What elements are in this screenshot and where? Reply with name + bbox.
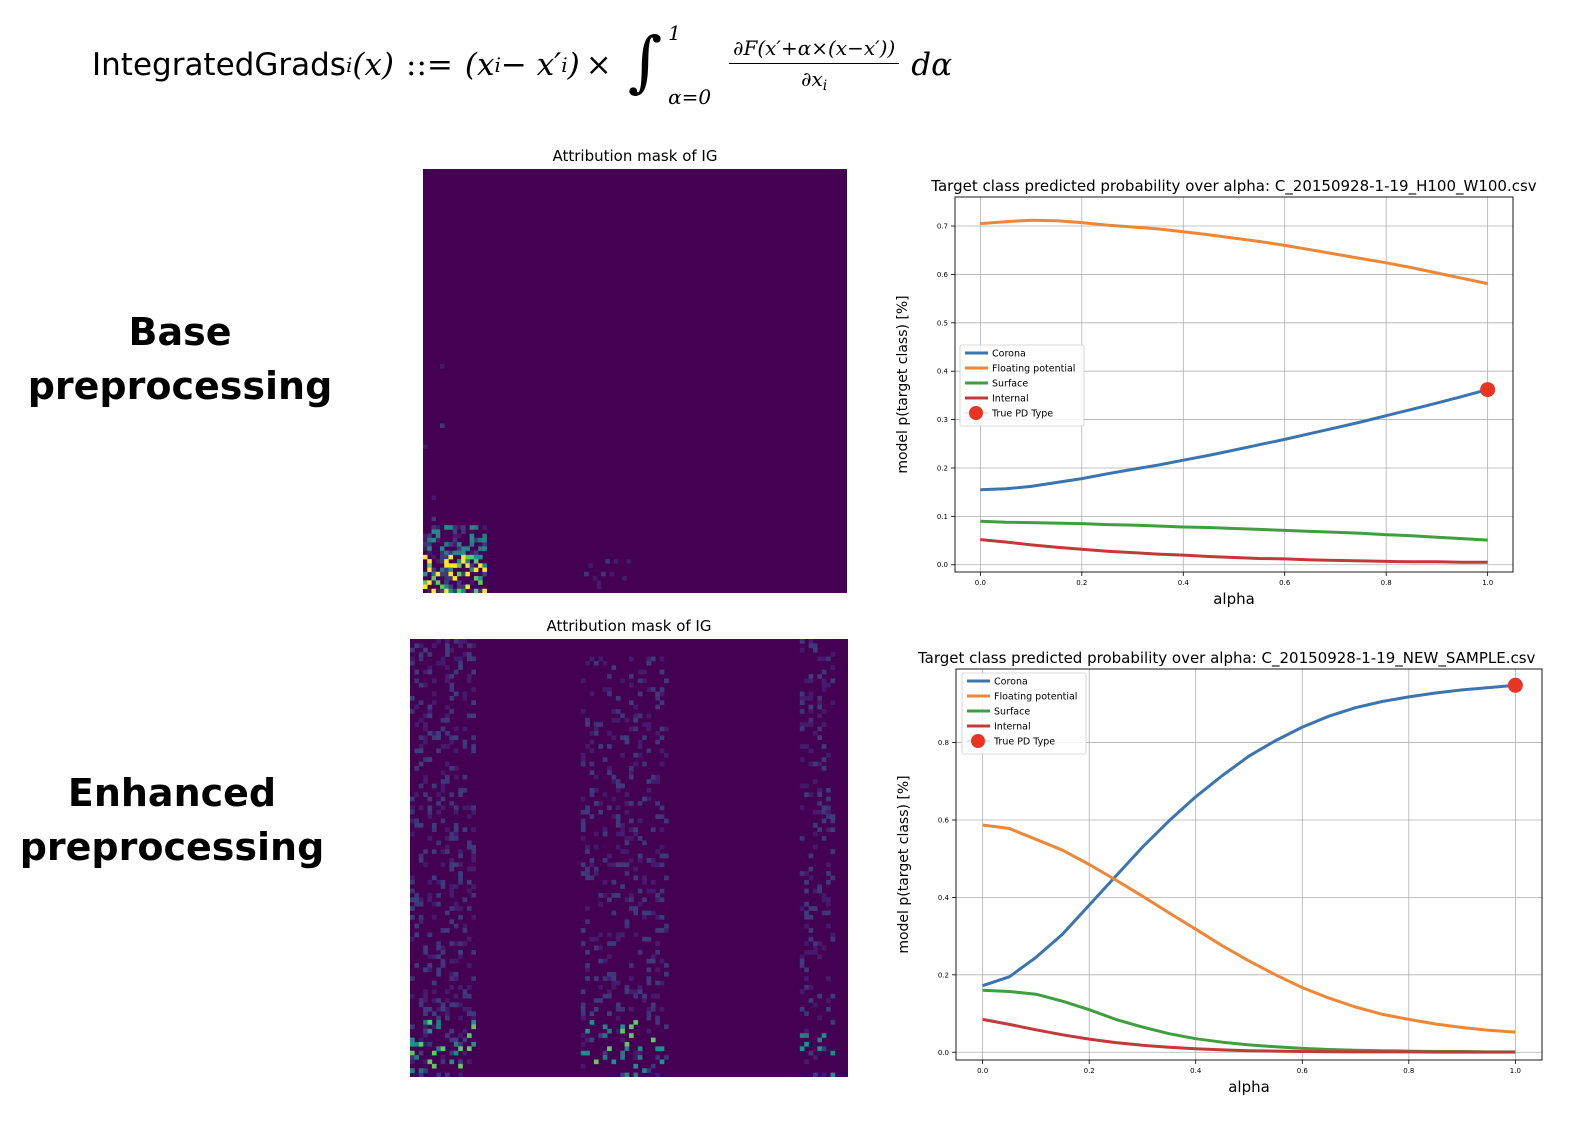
chart1-true-pd-marker bbox=[1507, 677, 1523, 693]
chart0-xtick-4: 0.8 bbox=[1381, 579, 1392, 587]
chart1-xtick-1: 0.2 bbox=[1084, 1067, 1095, 1075]
heatmap-base-cells bbox=[423, 364, 632, 593]
chart1-legend-marker-icon bbox=[971, 734, 985, 748]
chart0-legend-label-1: Floating potential bbox=[992, 364, 1075, 375]
chart0-legend-label-marker: True PD Type bbox=[991, 409, 1053, 420]
formula-lhs-sub: i bbox=[345, 53, 353, 77]
formula-upper-limit: 1 bbox=[668, 21, 681, 45]
row-label-enhanced-line2: preprocessing bbox=[19, 825, 325, 869]
heatmap-enhanced-title: Attribution mask of IG bbox=[546, 617, 712, 635]
chart0-ytick-5: 0.5 bbox=[937, 319, 948, 327]
formula-denominator-sub: i bbox=[822, 78, 828, 94]
chart0-ytick-7: 0.7 bbox=[937, 223, 948, 231]
chart0-legend: Corona Floating potential Surface Internal T… bbox=[959, 344, 1085, 427]
chart0-xtick-3: 0.6 bbox=[1279, 579, 1291, 587]
chart1-legend-label-marker: True PD Type bbox=[993, 737, 1055, 748]
chart1-xtick-3: 0.6 bbox=[1297, 1067, 1309, 1075]
formula-lhs-arg: (x) bbox=[352, 47, 395, 83]
formula-minus-sub: i bbox=[561, 53, 568, 77]
chart0-xtick-2: 0.4 bbox=[1178, 579, 1190, 587]
row-label-base-line1: Base bbox=[128, 310, 232, 354]
chart0-series-surface bbox=[980, 519, 1488, 542]
chart0-xtick-5: 1.0 bbox=[1482, 579, 1493, 587]
formula-minus: − x′ bbox=[500, 47, 562, 83]
chart1-xtick-2: 0.4 bbox=[1190, 1067, 1202, 1075]
row-label-enhanced-line1: Enhanced bbox=[67, 771, 277, 815]
heatmap-enhanced bbox=[410, 639, 848, 1077]
chart1-series-floating-potential bbox=[982, 823, 1516, 1034]
chart0-ytick-0: 0.0 bbox=[937, 561, 948, 569]
chart0-xlabel: alpha bbox=[1213, 590, 1255, 608]
formula-dalpha: dα bbox=[911, 47, 953, 83]
chart1-ytick-0: 0.0 bbox=[938, 1049, 949, 1057]
integrated-gradients-formula: IntegratedGrads i (x) ::= (x i − x′ i) × ∫ 1… bbox=[92, 20, 952, 110]
formula-lower-limit: α=0 bbox=[668, 85, 712, 109]
heatmap-base-background bbox=[423, 169, 847, 593]
formula-denominator: ∂xi bbox=[801, 64, 827, 94]
chart0-series-internal bbox=[980, 538, 1488, 564]
formula-integral: ∫ bbox=[627, 22, 663, 100]
chart0-series-corona bbox=[980, 388, 1488, 492]
chart1-xtick-5: 1.0 bbox=[1510, 1067, 1521, 1075]
formula-times: × bbox=[585, 47, 612, 83]
row-label-enhanced: Enhanced preprocessing bbox=[0, 766, 352, 874]
chart1-legend: Corona Floating potential Surface Internal T… bbox=[961, 672, 1087, 755]
chart1-xtick-4: 0.8 bbox=[1403, 1067, 1414, 1075]
chart0-frame bbox=[954, 196, 1514, 573]
chart1-series-corona bbox=[982, 683, 1516, 988]
chart0-xtick-1: 0.2 bbox=[1076, 579, 1087, 587]
chart0-legend-marker-icon bbox=[969, 406, 983, 420]
formula-diff: (x bbox=[464, 47, 495, 83]
chart1-ytick-2: 0.4 bbox=[938, 894, 950, 902]
chart0-ytick-6: 0.6 bbox=[937, 271, 949, 279]
chart1-title: Target class predicted probability over … bbox=[917, 649, 1536, 668]
chart1-ylabel: model p(target class) [%] bbox=[896, 775, 912, 953]
chart1-xtick-0: 0.0 bbox=[977, 1067, 988, 1075]
chart1-ytick-4: 0.8 bbox=[938, 739, 949, 747]
chart1-frame bbox=[955, 668, 1543, 1061]
chart0-ytick-4: 0.4 bbox=[937, 368, 949, 376]
heatmap-base-title: Attribution mask of IG bbox=[552, 147, 718, 165]
heatmap-enhanced-cells bbox=[410, 639, 836, 1077]
heatmap-base bbox=[423, 169, 847, 593]
chart0-ytick-1: 0.1 bbox=[937, 513, 948, 521]
chart0-ytick-2: 0.2 bbox=[937, 464, 948, 472]
chart1-legend-label-0: Corona bbox=[994, 677, 1028, 688]
chart1-ytick-1: 0.2 bbox=[938, 971, 949, 979]
chart1-legend-label-2: Surface bbox=[994, 707, 1030, 718]
chart0-ytick-3: 0.3 bbox=[937, 416, 948, 424]
formula-limits: 1 α=0 bbox=[668, 21, 711, 109]
chart0-legend-label-2: Surface bbox=[992, 379, 1028, 390]
line-chart-base: Target class predicted probability over … bbox=[895, 177, 1537, 608]
chart0-legend-label-0: Corona bbox=[992, 349, 1026, 360]
chart1-ytick-3: 0.6 bbox=[938, 816, 950, 824]
formula-diff-sub: i bbox=[494, 53, 501, 77]
chart0-title: Target class predicted probability over … bbox=[930, 177, 1536, 196]
chart0-xtick-0: 0.0 bbox=[975, 579, 986, 587]
chart0-true-pd-marker bbox=[1480, 382, 1496, 398]
chart0-series-floating-potential bbox=[980, 218, 1488, 286]
formula-diff-close: ) bbox=[567, 47, 580, 83]
line-chart-enhanced: Target class predicted probability over … bbox=[896, 649, 1543, 1096]
row-label-base-line2: preprocessing bbox=[27, 364, 333, 408]
formula-fraction: ∂F(x′+α×(x−x′)) ∂xi bbox=[729, 36, 900, 94]
formula-numerator: ∂F(x′+α×(x−x′)) bbox=[729, 36, 900, 64]
chart1-xlabel: alpha bbox=[1228, 1078, 1270, 1096]
row-label-base: Base preprocessing bbox=[0, 305, 360, 413]
formula-assign: ::= bbox=[406, 47, 453, 83]
chart0-legend-label-3: Internal bbox=[992, 394, 1029, 405]
formula-lhs-name: IntegratedGrads bbox=[92, 47, 346, 83]
chart1-legend-label-1: Floating potential bbox=[994, 692, 1077, 703]
chart1-series-internal bbox=[982, 1017, 1516, 1054]
chart1-legend-label-3: Internal bbox=[994, 722, 1031, 733]
chart0-ylabel: model p(target class) [%] bbox=[895, 295, 911, 473]
formula-denominator-base: ∂x bbox=[801, 67, 823, 91]
chart1-series-surface bbox=[982, 988, 1516, 1054]
